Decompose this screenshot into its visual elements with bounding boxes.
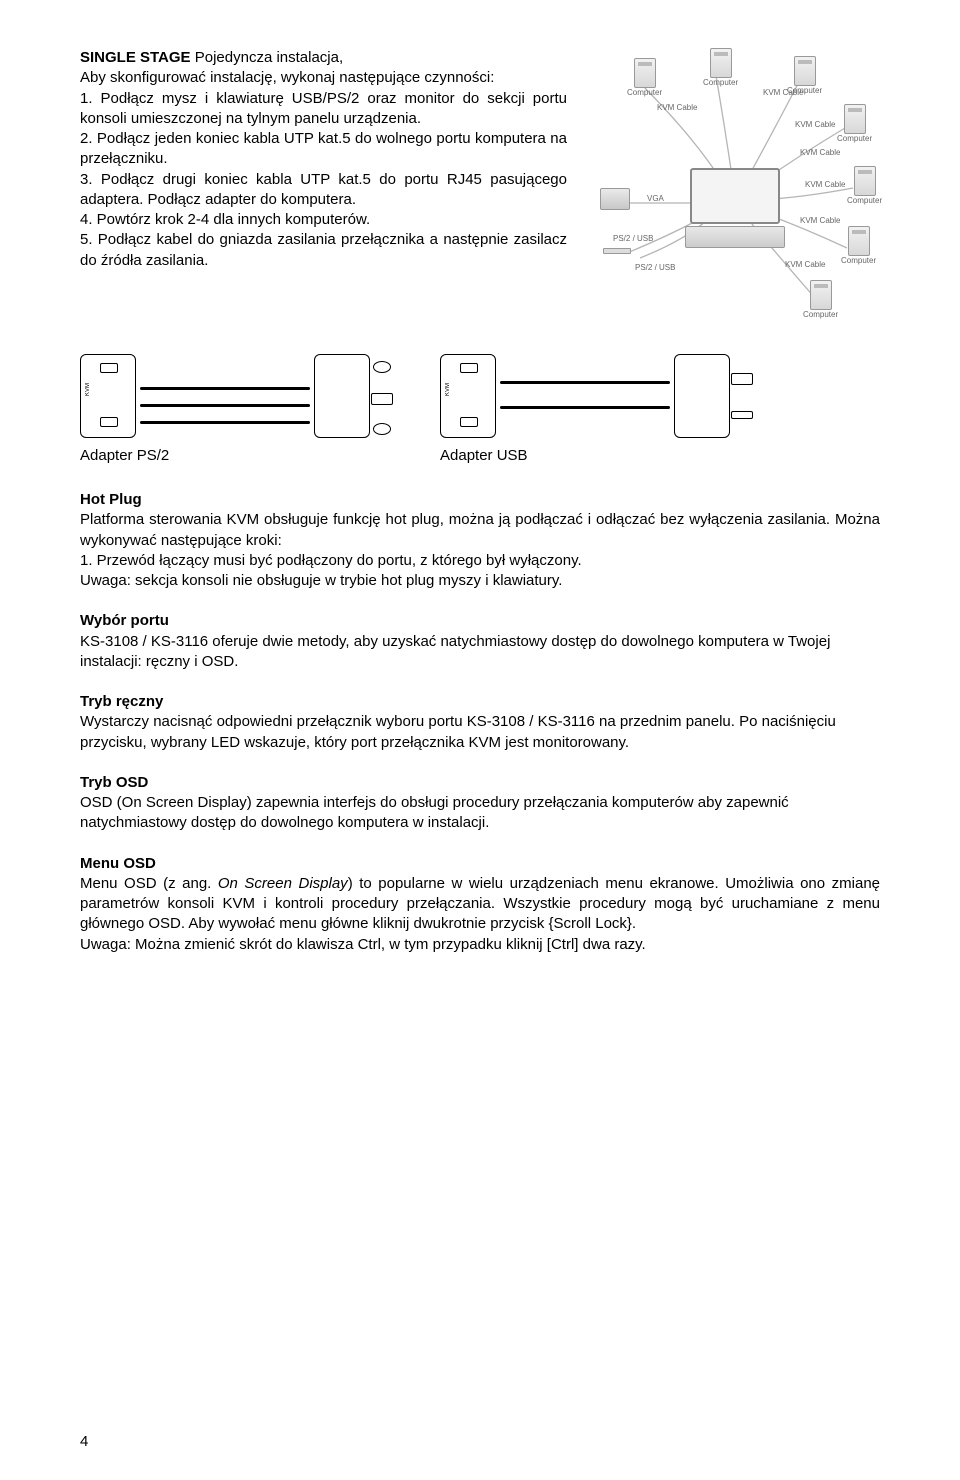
menu-p2: Uwaga: Można zmienić skrót do klawisza C…: [80, 935, 880, 955]
diagram-computer-6: Computer: [841, 226, 876, 265]
diagram-laptop-kvm: [690, 168, 780, 246]
diagram-label-kvm: KVM Cable: [785, 260, 825, 269]
osd-heading: Tryb OSD: [80, 773, 880, 793]
adapter-box-icon: [314, 354, 370, 438]
adapter-labels-row: Adapter PS/2 Adapter USB: [80, 447, 880, 464]
diagram-computer-2: Computer: [703, 48, 738, 87]
diagram-computer-1: Computer: [627, 58, 662, 97]
laptop-base-icon: [685, 226, 785, 248]
diagram-label: Computer: [841, 256, 876, 265]
plug-icon: [371, 393, 393, 405]
monitor-icon: [600, 188, 630, 210]
diagram-label-vga: VGA: [647, 194, 664, 203]
tower-icon: [810, 280, 832, 310]
adapter-box-icon: KVM: [80, 354, 136, 438]
hotplug-p3: Uwaga: sekcja konsoli nie obsługuje w tr…: [80, 571, 880, 591]
adapter-ps2-label: Adapter PS/2: [80, 447, 370, 464]
adapters-row: KVM KVM: [80, 351, 880, 441]
menu-p1: Menu OSD (z ang. On Screen Display) to p…: [80, 874, 880, 935]
keyboard-icon: [603, 248, 631, 254]
wire-icon: [500, 381, 670, 384]
adapter-usb-label: Adapter USB: [440, 447, 730, 464]
adapter-cables: [500, 381, 670, 409]
wire-icon: [500, 406, 670, 409]
wire-icon: [140, 421, 310, 424]
diagram-computer-4: Computer: [837, 104, 872, 143]
tower-icon: [710, 48, 732, 78]
wire-icon: [140, 404, 310, 407]
adapter-cables: [140, 387, 310, 424]
diagram-label-kvm: KVM Cable: [657, 103, 697, 112]
intro-heading-line: SINGLE STAGE Pojedyncza instalacja,: [80, 48, 567, 68]
diagram-label-kvm: KVM Cable: [795, 120, 835, 129]
menu-p1a: Menu OSD (z ang.: [80, 875, 218, 892]
intro-step3: 3. Podłącz drugi koniec kabla UTP kat.5 …: [80, 170, 567, 211]
diagram-label-ps2usb: PS/2 / USB: [613, 234, 653, 243]
adapter-ps2-diagram: KVM: [80, 351, 370, 441]
diagram-label-kvm: KVM Cable: [800, 148, 840, 157]
tower-icon: [848, 226, 870, 256]
diagram-label-kvm: KVM Cable: [763, 88, 803, 97]
document-page: SINGLE STAGE Pojedyncza instalacja, Aby …: [0, 0, 960, 1480]
reczny-heading: Tryb ręczny: [80, 692, 880, 712]
adapter-box-icon: KVM: [440, 354, 496, 438]
adapter-box-icon: [674, 354, 730, 438]
menu-heading: Menu OSD: [80, 854, 880, 874]
plug-icon: [373, 361, 391, 373]
adapter-usb-diagram: KVM: [440, 351, 730, 441]
page-number: 4: [80, 1433, 88, 1450]
laptop-screen-icon: [690, 168, 780, 224]
intro-line2: Aby skonfigurować instalację, wykonaj na…: [80, 68, 567, 88]
diagram-computer-5: Computer: [847, 166, 882, 205]
intro-step2: 2. Podłącz jeden koniec kabla UTP kat.5 …: [80, 129, 567, 170]
tower-icon: [794, 56, 816, 86]
port-icon: [460, 417, 478, 427]
plug-icon: [731, 411, 753, 419]
port-icon: [100, 417, 118, 427]
plug-icon: [731, 373, 753, 385]
kvm-topology-diagram: Computer Computer Computer Computer Comp…: [585, 48, 880, 323]
intro-step5: 5. Podłącz kabel do gniazda zasilania pr…: [80, 230, 567, 271]
intro-step4: 4. Powtórz krok 2-4 dla innych komputeró…: [80, 210, 567, 230]
diagram-label: Computer: [703, 78, 738, 87]
tower-icon: [854, 166, 876, 196]
tower-icon: [844, 104, 866, 134]
diagram-label: Computer: [837, 134, 872, 143]
diagram-label: Computer: [847, 196, 882, 205]
intro-heading-rest: Pojedyncza instalacja,: [195, 49, 343, 66]
diagram-computer-7: Computer: [803, 280, 838, 319]
section-osd: Tryb OSD OSD (On Screen Display) zapewni…: [80, 773, 880, 834]
diagram-label-ps2usb: PS/2 / USB: [635, 263, 675, 272]
intro-heading-prefix: SINGLE STAGE: [80, 49, 195, 66]
diagram-label: Computer: [803, 310, 838, 319]
wire-icon: [140, 387, 310, 390]
tower-icon: [634, 58, 656, 88]
diagram-label-kvm: KVM Cable: [805, 180, 845, 189]
port-icon: [100, 363, 118, 373]
wybor-heading: Wybór portu: [80, 611, 880, 631]
intro-step1: 1. Podłącz mysz i klawiaturę USB/PS/2 or…: [80, 89, 567, 130]
section-menu-osd: Menu OSD Menu OSD (z ang. On Screen Disp…: [80, 854, 880, 955]
diagram-label-kvm: KVM Cable: [800, 216, 840, 225]
hotplug-heading: Hot Plug: [80, 490, 880, 510]
reczny-p: Wystarczy nacisnąć odpowiedni przełączni…: [80, 712, 880, 753]
intro-row: SINGLE STAGE Pojedyncza instalacja, Aby …: [80, 48, 880, 323]
port-icon: [460, 363, 478, 373]
intro-text-block: SINGLE STAGE Pojedyncza instalacja, Aby …: [80, 48, 567, 323]
section-hotplug: Hot Plug Platforma sterowania KVM obsług…: [80, 490, 880, 591]
osd-p: OSD (On Screen Display) zapewnia interfe…: [80, 793, 880, 834]
plug-icon: [373, 423, 391, 435]
wybor-p: KS-3108 / KS-3116 oferuje dwie metody, a…: [80, 632, 880, 673]
diagram-label: Computer: [627, 88, 662, 97]
diagram-monitor: [600, 188, 630, 210]
hotplug-p1: Platforma sterowania KVM obsługuje funkc…: [80, 510, 880, 551]
section-reczny: Tryb ręczny Wystarczy nacisnąć odpowiedn…: [80, 692, 880, 753]
section-wybor: Wybór portu KS-3108 / KS-3116 oferuje dw…: [80, 611, 880, 672]
diagram-keyboard: [603, 248, 631, 254]
menu-p1-italic: On Screen Display: [218, 875, 348, 892]
hotplug-p2: 1. Przewód łączący musi być podłączony d…: [80, 551, 880, 571]
